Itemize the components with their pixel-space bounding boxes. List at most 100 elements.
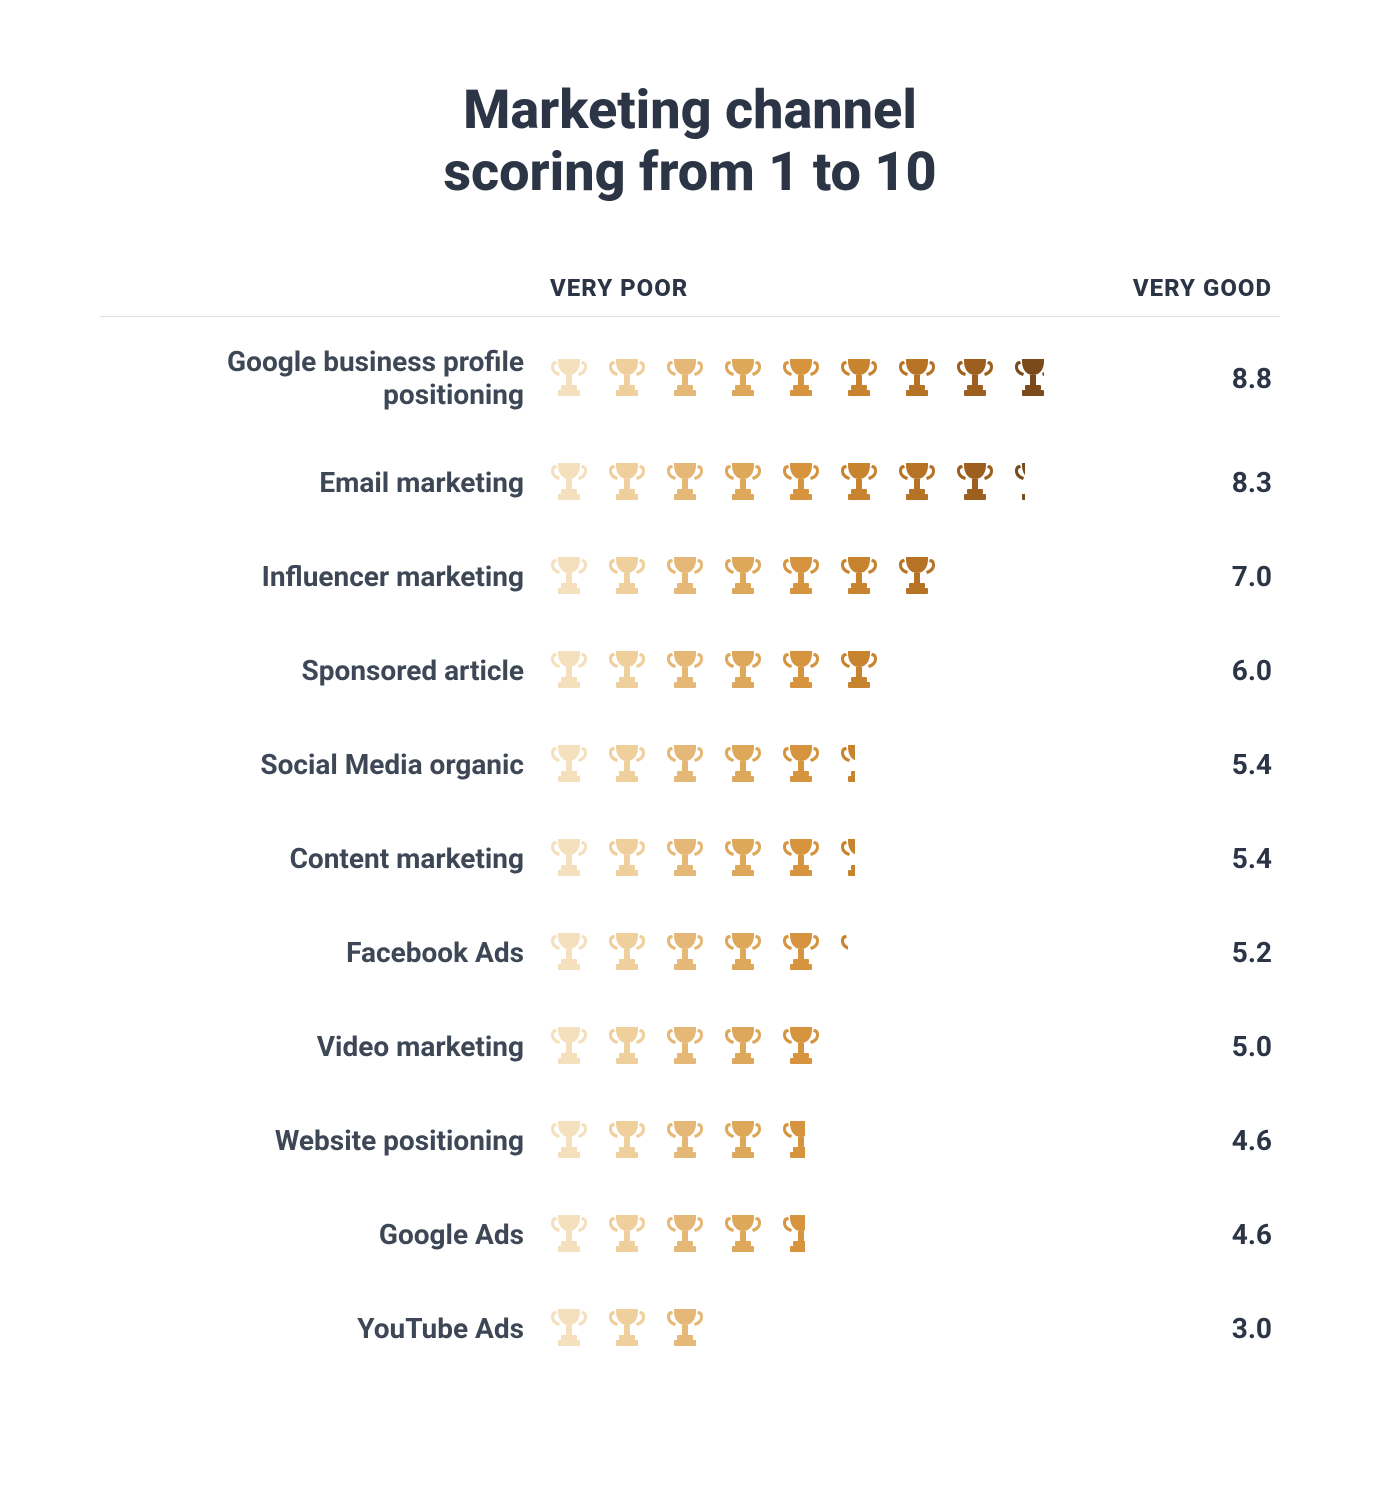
channel-row: Email marketing bbox=[100, 459, 1280, 505]
channel-label-cell: YouTube Ads bbox=[100, 1312, 550, 1345]
trophy-icon bbox=[724, 1117, 762, 1163]
channel-label-cell: Email marketing bbox=[100, 466, 550, 499]
trophy-icons bbox=[550, 1211, 1110, 1257]
trophy-icon bbox=[550, 929, 588, 975]
score-value: 8.8 bbox=[1232, 362, 1272, 395]
trophy-icon bbox=[840, 553, 878, 599]
chart-title: Marketing channel scoring from 1 to 10 bbox=[100, 80, 1280, 204]
scale-label-very-good: VERY GOOD bbox=[1133, 274, 1272, 302]
channel-label-cell: Facebook Ads bbox=[100, 936, 550, 969]
channel-row: Website positioning bbox=[100, 1117, 1280, 1163]
trophy-icons bbox=[550, 459, 1110, 505]
trophy-icon-partial bbox=[782, 1211, 820, 1257]
channel-label: Social Media organic bbox=[260, 748, 524, 781]
score-value: 5.2 bbox=[1232, 936, 1272, 969]
trophy-icon bbox=[608, 553, 646, 599]
trophy-icon bbox=[724, 459, 762, 505]
channel-label-cell: Content marketing bbox=[100, 842, 550, 875]
score-cell: 8.8 bbox=[1110, 362, 1280, 395]
score-value: 4.6 bbox=[1232, 1218, 1272, 1251]
trophy-icon-partial bbox=[782, 1117, 820, 1163]
trophy-icon-partial bbox=[840, 741, 878, 787]
trophy-icon bbox=[550, 1117, 588, 1163]
trophy-icon-partial bbox=[840, 929, 878, 975]
trophy-icons bbox=[550, 1023, 1110, 1069]
trophy-icon bbox=[608, 835, 646, 881]
score-value: 4.6 bbox=[1232, 1124, 1272, 1157]
trophy-icons bbox=[550, 1305, 1110, 1351]
trophy-icons bbox=[550, 355, 1110, 401]
trophy-icon bbox=[550, 835, 588, 881]
trophy-icons bbox=[550, 741, 1110, 787]
trophy-icon bbox=[666, 647, 704, 693]
trophy-icon bbox=[782, 553, 820, 599]
trophy-icons bbox=[550, 1117, 1110, 1163]
trophy-icon bbox=[666, 929, 704, 975]
score-cell: 4.6 bbox=[1110, 1218, 1280, 1251]
title-line-2: scoring from 1 to 10 bbox=[443, 141, 936, 204]
trophy-icon bbox=[840, 459, 878, 505]
trophy-icon bbox=[550, 1211, 588, 1257]
trophy-icon bbox=[956, 459, 994, 505]
trophy-icons bbox=[550, 647, 1110, 693]
trophy-icon bbox=[898, 459, 936, 505]
trophy-icon bbox=[782, 929, 820, 975]
trophy-icon bbox=[782, 741, 820, 787]
trophy-icon bbox=[550, 459, 588, 505]
trophy-icon bbox=[550, 1023, 588, 1069]
trophy-icon bbox=[666, 1023, 704, 1069]
score-cell: 6.0 bbox=[1110, 654, 1280, 687]
trophy-icon bbox=[608, 1023, 646, 1069]
trophy-icon bbox=[840, 355, 878, 401]
trophy-icon bbox=[898, 553, 936, 599]
channel-row: Facebook Ads bbox=[100, 929, 1280, 975]
score-cell: 5.2 bbox=[1110, 936, 1280, 969]
score-cell: 4.6 bbox=[1110, 1124, 1280, 1157]
channel-label: Influencer marketing bbox=[262, 560, 524, 593]
score-cell: 5.4 bbox=[1110, 748, 1280, 781]
score-cell: 8.3 bbox=[1110, 466, 1280, 499]
trophy-icon bbox=[608, 355, 646, 401]
trophy-icon-partial bbox=[1014, 355, 1052, 401]
trophy-icon bbox=[782, 355, 820, 401]
channel-label: Content marketing bbox=[290, 842, 524, 875]
score-value: 7.0 bbox=[1232, 560, 1272, 593]
score-value: 6.0 bbox=[1232, 654, 1272, 687]
score-cell: 5.4 bbox=[1110, 842, 1280, 875]
channel-label: Google business profile positioning bbox=[227, 345, 524, 411]
trophy-icon bbox=[724, 929, 762, 975]
trophy-icon bbox=[782, 1023, 820, 1069]
trophy-icon bbox=[608, 1117, 646, 1163]
trophy-icon bbox=[724, 1211, 762, 1257]
title-line-1: Marketing channel bbox=[463, 79, 917, 142]
trophy-icon bbox=[608, 741, 646, 787]
trophy-icon bbox=[550, 355, 588, 401]
channel-row: Social Media organic bbox=[100, 741, 1280, 787]
channel-row: YouTube Ads 3.0 bbox=[100, 1305, 1280, 1351]
channel-label-cell: Website positioning bbox=[100, 1124, 550, 1157]
trophy-icon bbox=[724, 741, 762, 787]
trophy-icon bbox=[724, 647, 762, 693]
trophy-icon bbox=[608, 1305, 646, 1351]
trophy-icon bbox=[782, 459, 820, 505]
trophy-icon bbox=[724, 835, 762, 881]
trophy-icon bbox=[898, 355, 936, 401]
trophy-icon-partial bbox=[1014, 459, 1052, 505]
trophy-icon bbox=[666, 355, 704, 401]
channel-label-cell: Google Ads bbox=[100, 1218, 550, 1251]
trophy-icon bbox=[608, 459, 646, 505]
channel-row: Google business profile positioning bbox=[100, 345, 1280, 411]
header-right-label-wrap: VERY GOOD bbox=[1110, 274, 1280, 302]
channel-row: Content marketing bbox=[100, 835, 1280, 881]
trophy-icon bbox=[666, 459, 704, 505]
channel-label: Video marketing bbox=[317, 1030, 524, 1063]
channel-label: Facebook Ads bbox=[346, 936, 524, 969]
trophy-icon bbox=[666, 553, 704, 599]
trophy-icon-partial bbox=[840, 835, 878, 881]
trophy-icon bbox=[724, 1023, 762, 1069]
channel-label-cell: Social Media organic bbox=[100, 748, 550, 781]
score-cell: 3.0 bbox=[1110, 1312, 1280, 1345]
score-value: 5.4 bbox=[1232, 842, 1272, 875]
trophy-icons bbox=[550, 553, 1110, 599]
channel-row: Influencer marketing bbox=[100, 553, 1280, 599]
